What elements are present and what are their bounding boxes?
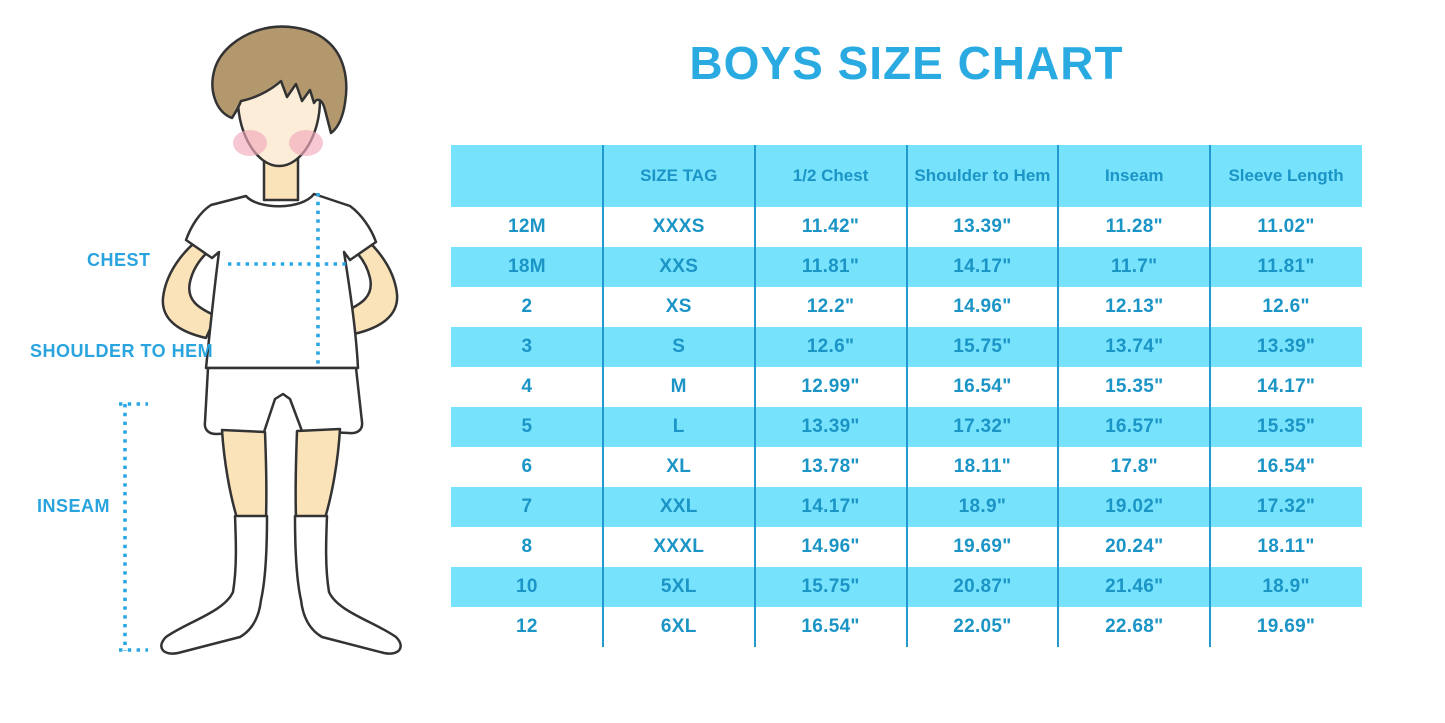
page-title: BOYS SIZE CHART	[689, 37, 1124, 89]
chest-label: CHEST	[87, 250, 151, 270]
right-cheek	[289, 130, 323, 156]
tag-cell: XS	[665, 296, 692, 318]
inseam-cell: 11.7"	[1111, 256, 1158, 278]
chest-cell: 12.99"	[801, 376, 860, 398]
hem-cell: 18.11"	[953, 456, 1012, 478]
tag-cell: XL	[666, 456, 692, 478]
left-arm	[161, 230, 220, 340]
hem-cell: 20.87"	[953, 576, 1012, 598]
column-divider	[905, 145, 908, 647]
inseam-cell: 17.8"	[1110, 456, 1158, 478]
col-header-inseam: Inseam	[1104, 166, 1164, 186]
left-leg	[220, 428, 268, 520]
sleeve-cell: 16.54"	[1256, 456, 1316, 478]
size-cell: 18M	[507, 256, 546, 278]
sleeve-cell: 15.35"	[1256, 416, 1316, 438]
size-cell: 12M	[507, 216, 546, 238]
tag-cell: XXL	[659, 496, 698, 518]
inseam-cell: 22.68"	[1105, 616, 1164, 638]
tag-cell: 6XL	[660, 616, 697, 638]
column-divider	[1209, 145, 1212, 647]
tag-cell: M	[670, 376, 687, 398]
hem-cell: 22.05"	[953, 616, 1012, 638]
chest-cell: 11.42"	[801, 216, 860, 238]
boy-figure-illustration	[119, 25, 402, 655]
size-table: SIZE TAG 1/2 Chest Shoulder to Hem Insea…	[451, 145, 1362, 647]
size-cell: 5	[521, 416, 533, 438]
tag-cell: XXXS	[652, 216, 705, 238]
sleeve-cell: 18.9"	[1262, 576, 1310, 598]
sleeve-cell: 18.11"	[1257, 536, 1315, 558]
hem-cell: 14.17"	[953, 256, 1012, 278]
chest-cell: 11.81"	[801, 256, 860, 278]
column-divider	[601, 145, 604, 647]
size-cell: 4	[521, 376, 533, 398]
sleeve-cell: 19.69"	[1256, 616, 1316, 638]
col-header-half-chest: 1/2 Chest	[792, 166, 869, 186]
col-header-shoulder-hem: Shoulder to Hem	[914, 166, 1051, 186]
tag-cell: S	[672, 336, 686, 358]
shorts	[203, 366, 364, 436]
col-header-size-tag: SIZE TAG	[640, 166, 718, 186]
shoulder-to-hem-label: SHOULDER TO HEM	[30, 341, 214, 361]
chest-cell: 12.6"	[806, 336, 855, 358]
chest-cell: 14.17"	[801, 496, 860, 518]
sleeve-cell: 12.6"	[1262, 296, 1310, 318]
hem-cell: 15.75"	[953, 336, 1012, 358]
size-cell: 8	[521, 536, 533, 558]
inseam-cell: 11.28"	[1105, 216, 1163, 238]
left-cheek	[233, 130, 267, 156]
column-divider	[753, 145, 756, 647]
table-row: 12M XXXS 11.42" 13.39" 11.28" 11.02"	[451, 207, 1362, 247]
t-shirt	[184, 192, 378, 370]
inseam-cell: 21.46"	[1105, 576, 1164, 598]
tag-cell: XXXL	[653, 536, 705, 558]
chest-cell: 14.96"	[801, 536, 860, 558]
tag-cell: 5XL	[660, 576, 697, 598]
inseam-cell: 15.35"	[1105, 376, 1164, 398]
sleeve-cell: 14.17"	[1256, 376, 1316, 398]
hem-cell: 18.9"	[958, 496, 1007, 518]
inseam-cell: 19.02"	[1105, 496, 1164, 518]
right-sock	[293, 514, 402, 655]
hem-cell: 17.32"	[953, 416, 1012, 438]
table-row: 4 M 12.99" 16.54" 15.35" 14.17"	[451, 367, 1362, 407]
inseam-cell: 12.13"	[1105, 296, 1164, 318]
size-cell: 2	[521, 296, 533, 318]
table-row: 6 XL 13.78" 18.11" 17.8" 16.54"	[451, 447, 1362, 487]
chest-cell: 12.2"	[806, 296, 855, 318]
left-sock	[160, 514, 269, 655]
table-row: 8 XXXL 14.96" 19.69" 20.24" 18.11"	[451, 527, 1362, 567]
size-cell: 6	[521, 456, 533, 478]
sleeve-cell: 11.81"	[1257, 256, 1315, 278]
size-cell: 3	[521, 336, 533, 358]
hem-cell: 19.69"	[953, 536, 1012, 558]
hem-cell: 14.96"	[953, 296, 1012, 318]
size-cell: 7	[521, 496, 533, 518]
column-divider	[1057, 145, 1060, 647]
inseam-label: INSEAM	[37, 496, 111, 516]
size-cell: 10	[516, 576, 538, 598]
inseam-cell: 13.74"	[1105, 336, 1164, 358]
table-row: 12 6XL 16.54" 22.05" 22.68" 19.69"	[451, 607, 1362, 647]
right-leg	[294, 427, 342, 520]
chest-cell: 13.39"	[801, 416, 860, 438]
size-cell: 12	[516, 616, 538, 638]
tag-cell: L	[672, 416, 685, 438]
sleeve-cell: 13.39"	[1256, 336, 1316, 358]
sleeve-cell: 17.32"	[1256, 496, 1316, 518]
hair	[211, 25, 348, 135]
inseam-cell: 16.57"	[1105, 416, 1164, 438]
tag-cell: XXS	[659, 256, 699, 278]
chest-cell: 16.54"	[801, 616, 860, 638]
inseam-cell: 20.24"	[1105, 536, 1164, 558]
chest-cell: 15.75"	[801, 576, 860, 598]
col-header-sleeve-length: Sleeve Length	[1228, 166, 1344, 186]
chest-cell: 13.78"	[801, 456, 860, 478]
hem-cell: 13.39"	[953, 216, 1012, 238]
sleeve-cell: 11.02"	[1257, 216, 1315, 238]
hem-cell: 16.54"	[953, 376, 1012, 398]
table-row: 2 XS 12.2" 14.96" 12.13" 12.6"	[451, 287, 1362, 327]
